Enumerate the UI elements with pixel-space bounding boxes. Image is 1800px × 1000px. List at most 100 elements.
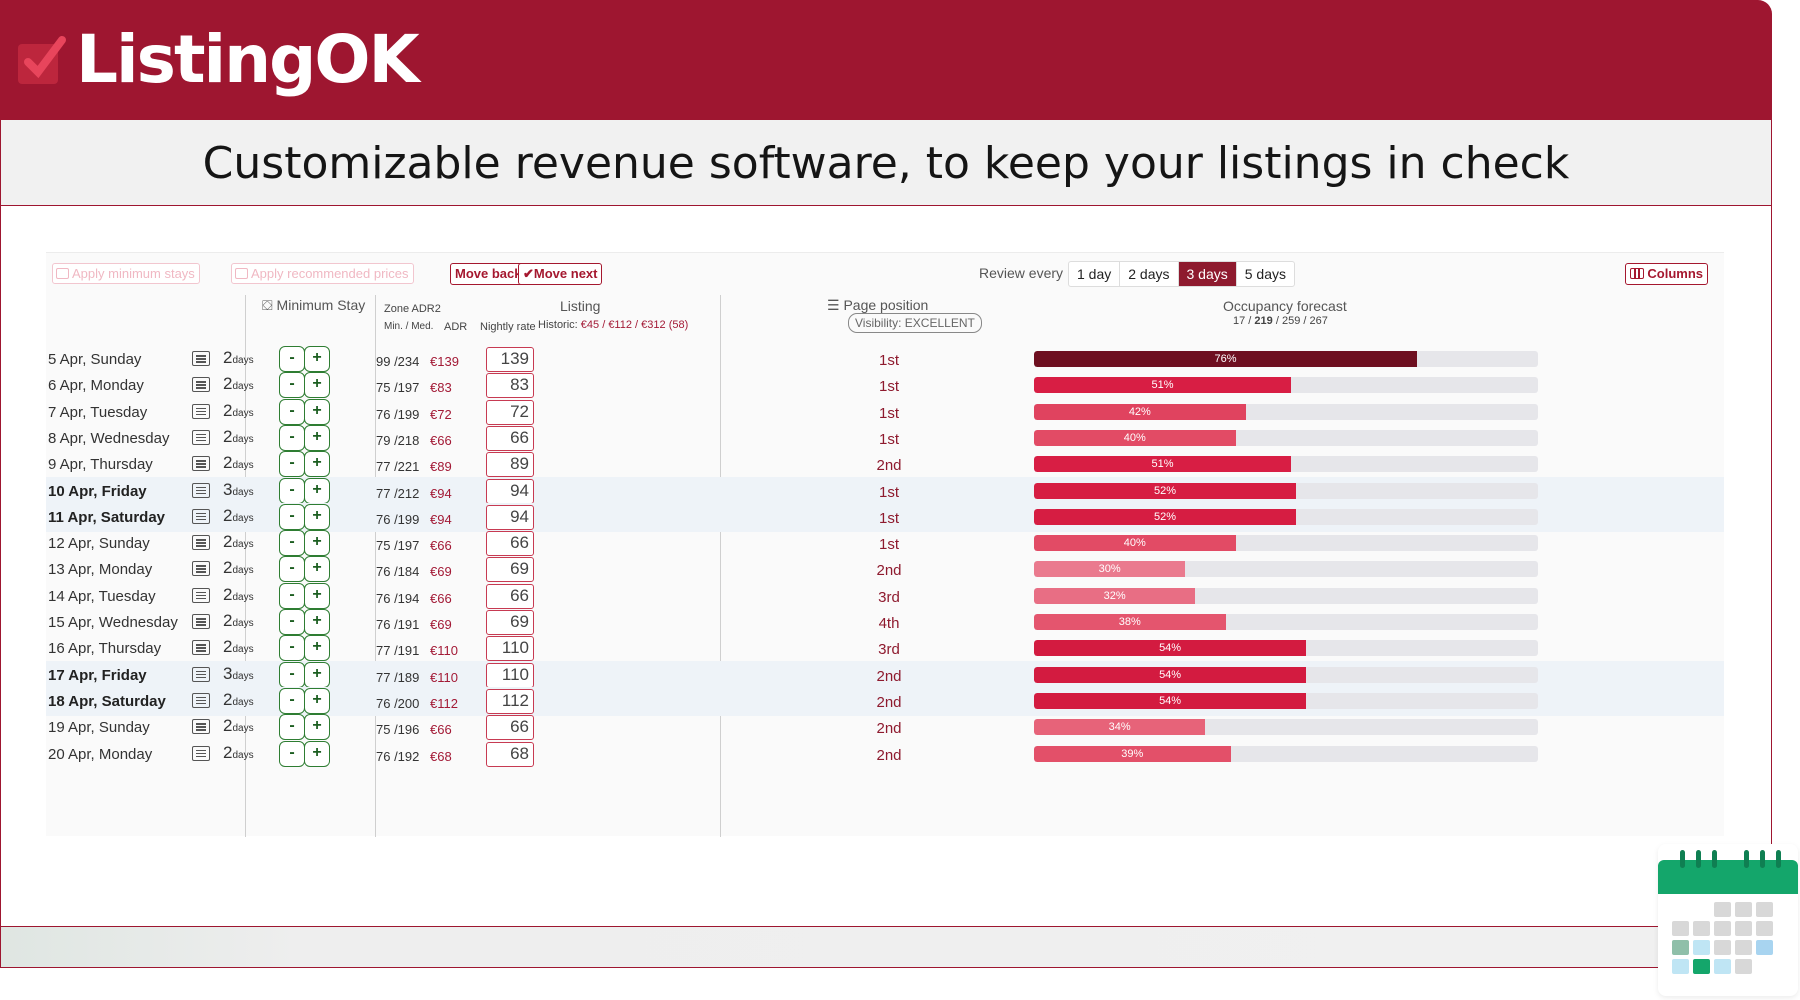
occupancy-track: 76% xyxy=(1034,351,1538,367)
stay-unit: days xyxy=(232,539,254,551)
review-option-1-day[interactable]: 1 day xyxy=(1069,262,1121,286)
min-stay-value: 3days xyxy=(223,480,254,500)
apply-recommended-prices-button[interactable]: Apply recommended prices xyxy=(231,263,414,284)
historic-label: Historic: xyxy=(538,319,578,331)
nightly-rate-input[interactable]: 94 xyxy=(486,478,534,504)
decrease-stay-button[interactable]: - xyxy=(279,687,305,714)
occupancy-header: Occupancy forecast xyxy=(1223,298,1347,314)
increase-stay-button[interactable]: + xyxy=(304,477,330,504)
increase-stay-button[interactable]: + xyxy=(304,346,330,372)
notes-icon[interactable] xyxy=(192,377,210,393)
notes-icon[interactable] xyxy=(192,561,210,577)
nightly-rate-input[interactable]: 83 xyxy=(486,373,534,399)
decrease-stay-button[interactable]: - xyxy=(279,451,305,478)
increase-stay-button[interactable]: + xyxy=(304,556,330,583)
notes-icon[interactable] xyxy=(192,535,210,551)
table-row: 20 Apr, Monday 2days - +76 /192 €68 68 2nd 39% xyxy=(46,740,1724,769)
increase-stay-button[interactable]: + xyxy=(304,503,330,530)
increase-stay-button[interactable]: + xyxy=(304,635,330,662)
occupancy-track: 52% xyxy=(1034,482,1538,499)
notes-icon[interactable] xyxy=(192,351,210,366)
increase-stay-button[interactable]: + xyxy=(304,582,330,609)
date-cell: 5 Apr, Sunday xyxy=(48,351,142,368)
increase-stay-button[interactable]: + xyxy=(304,451,330,478)
calendar-icon xyxy=(1658,844,1798,996)
review-option-3-days[interactable]: 3 days xyxy=(1178,262,1237,286)
min-stay-header-label: Minimum Stay xyxy=(276,297,366,313)
increase-stay-button[interactable]: + xyxy=(304,530,330,557)
min-stay-value: 2days xyxy=(223,585,254,605)
nightly-rate-input[interactable]: 110 xyxy=(486,636,534,662)
nightly-rate-input[interactable]: 112 xyxy=(486,688,534,714)
decrease-stay-button[interactable]: - xyxy=(279,609,305,635)
move-back-button[interactable]: Move back xyxy=(450,263,527,285)
nightly-rate-input[interactable]: 68 xyxy=(486,741,534,767)
review-option-2-days[interactable]: 2 days xyxy=(1120,262,1179,286)
decrease-stay-button[interactable]: - xyxy=(279,503,305,530)
notes-icon[interactable] xyxy=(192,666,210,682)
nightly-rate-input[interactable]: 69 xyxy=(486,557,534,583)
decrease-stay-button[interactable]: - xyxy=(279,740,305,767)
review-option-5-days[interactable]: 5 days xyxy=(1244,266,1286,282)
nightly-rate-input[interactable]: 94 xyxy=(486,504,534,530)
increase-stay-button[interactable]: + xyxy=(304,714,330,741)
nightly-rate-input[interactable]: 72 xyxy=(486,399,534,425)
decrease-stay-button[interactable]: - xyxy=(279,530,305,557)
nightly-rate-input[interactable]: 139 xyxy=(486,347,534,372)
stay-unit: days xyxy=(232,749,254,761)
stay-number: 2 xyxy=(223,374,233,394)
nightly-rate-input[interactable]: 69 xyxy=(486,610,534,635)
decrease-stay-button[interactable]: - xyxy=(279,398,305,425)
decrease-stay-button[interactable]: - xyxy=(279,714,305,741)
nightly-rate-input[interactable]: 89 xyxy=(486,452,534,478)
notes-icon[interactable] xyxy=(192,640,210,656)
decrease-stay-button[interactable]: - xyxy=(279,372,305,399)
decrease-stay-button[interactable]: - xyxy=(279,424,305,451)
zone-adr-value: 75 /197 xyxy=(376,538,420,554)
notes-icon[interactable] xyxy=(192,745,210,761)
notes-icon[interactable] xyxy=(192,482,210,498)
stay-number: 2 xyxy=(223,558,233,578)
min-stay-value: 3days xyxy=(223,664,254,684)
calendar-ring xyxy=(1760,850,1765,868)
notes-icon[interactable] xyxy=(192,403,210,419)
increase-stay-button[interactable]: + xyxy=(304,372,330,399)
nightly-rate-input[interactable]: 66 xyxy=(486,715,534,741)
calendar-day-cell xyxy=(1735,940,1752,955)
notes-icon[interactable] xyxy=(192,614,210,629)
min-stay-value: 2days xyxy=(223,558,254,578)
decrease-stay-button[interactable]: - xyxy=(279,661,305,688)
increase-stay-button[interactable]: + xyxy=(304,740,330,767)
nightly-rate-input[interactable]: 110 xyxy=(486,662,534,688)
page-position-value: 4th xyxy=(878,615,900,632)
divider xyxy=(720,295,721,837)
notes-icon[interactable] xyxy=(192,692,210,708)
move-next-button[interactable]: ✔Move next xyxy=(518,263,603,285)
notes-icon[interactable] xyxy=(192,508,210,524)
notes-icon[interactable] xyxy=(192,587,210,603)
columns-button[interactable]: Columns xyxy=(1625,263,1708,285)
date-cell: 19 Apr, Sunday xyxy=(48,719,150,737)
notes-icon[interactable] xyxy=(192,456,210,472)
apply-min-stays-button[interactable]: Apply minimum stays xyxy=(52,263,200,284)
decrease-stay-button[interactable]: - xyxy=(279,346,305,372)
nightly-rate-input[interactable]: 66 xyxy=(486,583,534,609)
historic-values: €45 / €112 / €312 xyxy=(580,319,666,331)
increase-stay-button[interactable]: + xyxy=(304,661,330,688)
decrease-stay-button[interactable]: - xyxy=(279,556,305,583)
increase-stay-button[interactable]: + xyxy=(304,424,330,451)
stay-unit: days xyxy=(232,433,254,445)
decrease-stay-button[interactable]: - xyxy=(279,477,305,504)
notes-icon[interactable] xyxy=(192,719,210,735)
notes-icon[interactable] xyxy=(192,429,210,445)
increase-stay-button[interactable]: + xyxy=(304,687,330,714)
zone-adr-value: 75 /197 xyxy=(376,380,420,396)
page-position-value: 1st xyxy=(878,536,899,554)
decrease-stay-button[interactable]: - xyxy=(279,635,305,662)
increase-stay-button[interactable]: + xyxy=(304,398,330,425)
nightly-rate-input[interactable]: 66 xyxy=(486,425,534,451)
occupancy-track: 51% xyxy=(1034,456,1538,473)
increase-stay-button[interactable]: + xyxy=(304,609,330,635)
nightly-rate-input[interactable]: 66 xyxy=(486,531,534,557)
decrease-stay-button[interactable]: - xyxy=(279,582,305,609)
